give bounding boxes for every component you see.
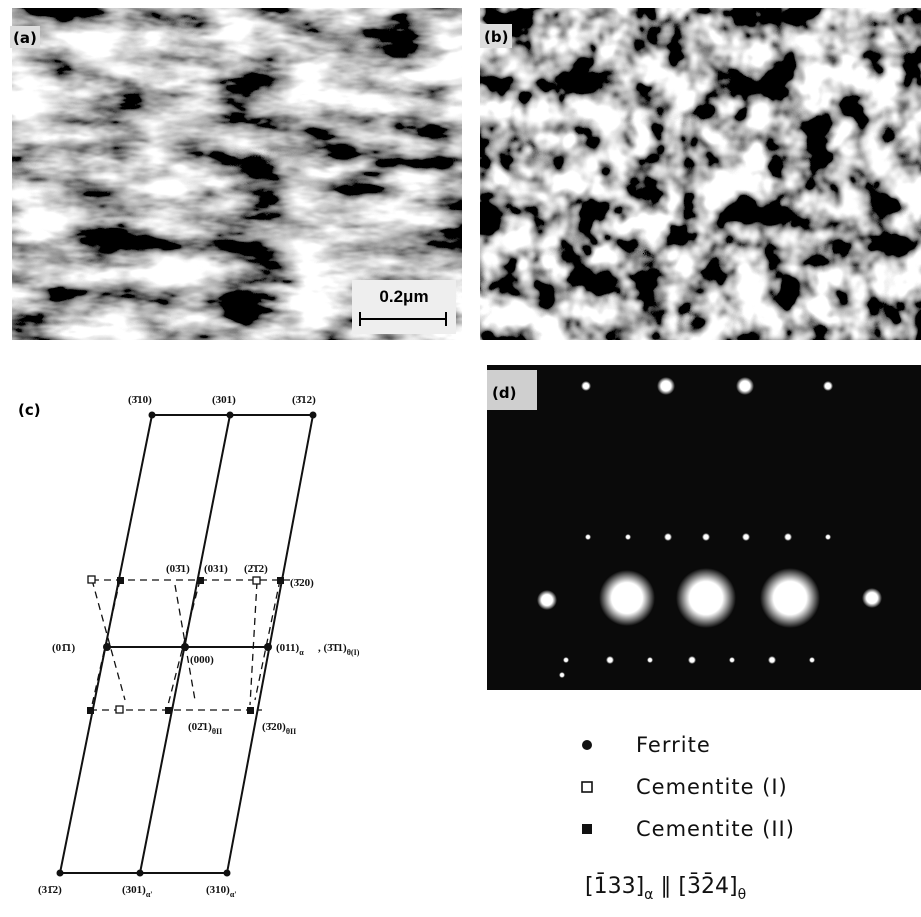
spot [647, 657, 653, 663]
spot [760, 568, 820, 628]
diagram-label: (000) [190, 654, 214, 666]
panel-label: (c) [18, 401, 41, 419]
spot [688, 656, 696, 664]
legend-cementite2-marker [582, 824, 592, 834]
diagram-label: (01̄1) [52, 642, 76, 654]
label-main: (000) [190, 654, 214, 666]
diagram-label: (301) [212, 394, 236, 406]
label-main: (3̄20) [262, 721, 286, 733]
spot [809, 657, 815, 663]
label-main: (3̄20) [290, 577, 314, 589]
label-main: (02̄1) [188, 721, 212, 733]
label-main: (01̄1) [52, 642, 76, 654]
spot [664, 533, 672, 541]
label-main: (011) [276, 642, 300, 654]
label-sub: α [299, 648, 304, 657]
legend-text: Cementite (II) [636, 817, 795, 841]
page: {"panels": {"a": "(a)", "b": "(b)", "c":… [0, 0, 921, 917]
scale-bar-label: 0.2μm [379, 287, 428, 306]
spot [784, 533, 792, 541]
label-main: (31̄2) [38, 884, 62, 896]
spot [599, 570, 655, 626]
panel-label: (b) [484, 28, 508, 46]
label-main: , (3̄1̄1) [318, 642, 347, 654]
legend-ferrite-marker [582, 740, 592, 750]
legend-text: Ferrite [636, 733, 711, 757]
figure: (a) 0.2μm (b) (c) (3̄10) (301) (3̄12) (03̄1… [0, 0, 921, 917]
diagram-label: (3̄10) [128, 394, 152, 406]
label-sub: θII [212, 727, 222, 736]
spot [736, 377, 754, 395]
diagram-label: , (3̄1̄1)θ(I) [318, 642, 360, 657]
label-main: (301) [212, 394, 236, 406]
spot [657, 377, 675, 395]
spot [676, 568, 736, 628]
diagram-label: (3̄12) [292, 394, 316, 406]
label-main: (301) [122, 884, 146, 896]
diagram-label: (301)α' [122, 884, 153, 899]
panel-label: (d) [492, 384, 516, 402]
legend-cementite1-marker [582, 782, 592, 792]
zone-b-sub: θ [738, 887, 747, 903]
diagram-label: (2̄1̄2) [244, 563, 268, 575]
diagram-label: (031) [204, 563, 228, 575]
spot [729, 657, 735, 663]
diffraction-pattern [487, 365, 921, 690]
spot [606, 656, 614, 664]
spot [537, 590, 557, 610]
spot [581, 381, 591, 391]
label-sub: θII [286, 727, 296, 736]
label-main: (3̄12) [292, 394, 316, 406]
zone-axis: [1̄33]α ∥ [3̄2̄4]θ [585, 873, 746, 903]
micrograph-b [480, 8, 921, 340]
zone-b: [3̄2̄4] [678, 873, 737, 899]
diagram-label: (011)α [276, 642, 304, 657]
diagram-label: (3̄20)θII [262, 721, 296, 736]
spot [825, 534, 831, 540]
spot [585, 534, 591, 540]
panel-label: (a) [13, 29, 37, 47]
diagram-label: (02̄1)θII [188, 721, 222, 736]
diagram-label: (310)α' [206, 884, 237, 899]
zone-a-sub: α [644, 887, 653, 903]
diagram-label: (3̄20) [290, 577, 314, 589]
diagram-label: (03̄1) [166, 563, 190, 575]
label-main: (2̄1̄2) [244, 563, 268, 575]
spot [559, 672, 565, 678]
spot [625, 534, 631, 540]
label-sub: α' [146, 890, 153, 899]
spot [768, 656, 776, 664]
label-main: (3̄10) [128, 394, 152, 406]
label-sub: θ(I) [347, 648, 360, 657]
zone-a: [1̄33] [585, 873, 644, 899]
label-main: (031) [204, 563, 228, 575]
label-main: (03̄1) [166, 563, 190, 575]
spot [563, 657, 569, 663]
legend-text: Cementite (I) [636, 775, 788, 799]
spot [742, 533, 750, 541]
spot [823, 381, 833, 391]
diagram-label: (31̄2) [38, 884, 62, 896]
label-sub: α' [230, 890, 237, 899]
spot [702, 533, 710, 541]
zone-sep: ∥ [653, 874, 678, 899]
spot [862, 588, 882, 608]
label-main: (310) [206, 884, 230, 896]
